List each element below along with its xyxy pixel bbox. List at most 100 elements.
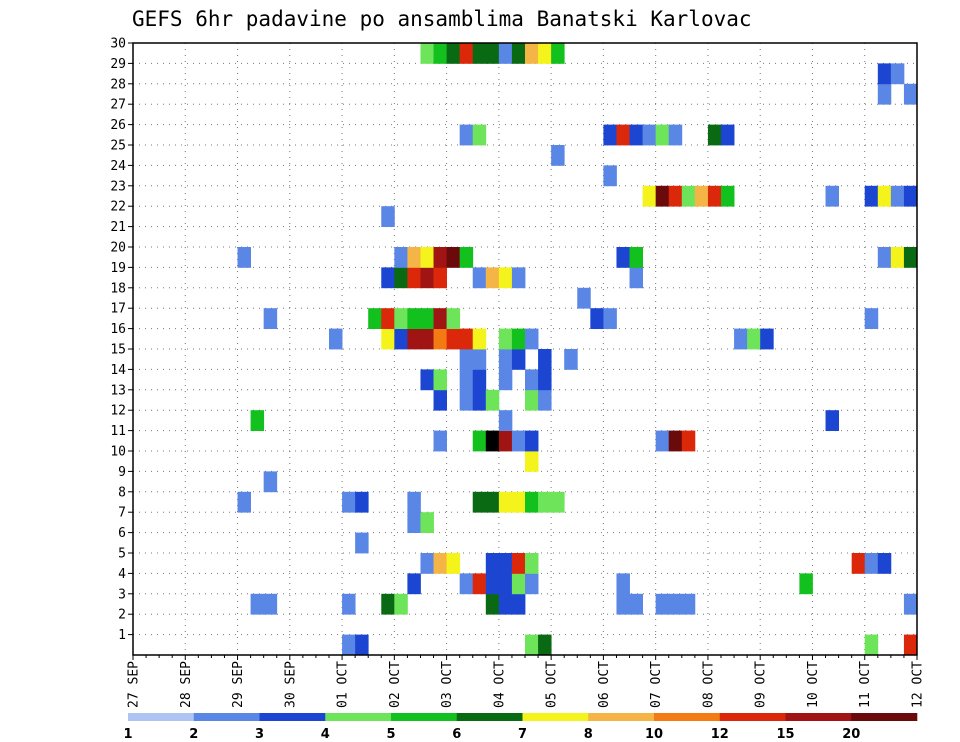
- y-tick-label: 15: [110, 343, 126, 358]
- data-cell: [433, 430, 447, 452]
- data-cell: [394, 308, 408, 329]
- y-tick-label: 17: [110, 302, 126, 317]
- data-cell: [472, 349, 487, 370]
- data-cell: [616, 573, 630, 595]
- data-cell: [420, 553, 434, 574]
- data-cell: [420, 369, 434, 391]
- colorbar-swatch: [522, 713, 589, 721]
- x-tick-label: 29 SEP: [231, 661, 246, 708]
- y-tick-label: 26: [110, 118, 126, 133]
- data-cell: [890, 247, 905, 268]
- data-cell: [407, 512, 421, 533]
- data-cell: [472, 491, 487, 513]
- colorbar-label: 6: [452, 727, 461, 742]
- y-tick-label: 1: [118, 628, 126, 643]
- data-cell: [603, 165, 617, 187]
- data-cell: [381, 593, 395, 615]
- y-tick-label: 12: [110, 404, 126, 419]
- data-cell: [525, 634, 539, 656]
- data-cell: [629, 247, 643, 268]
- y-tick-label: 11: [110, 424, 126, 439]
- data-cell: [433, 43, 447, 64]
- data-cell: [903, 247, 918, 268]
- data-cell: [381, 267, 395, 289]
- data-cell: [342, 593, 356, 615]
- data-cell: [903, 185, 918, 207]
- data-cell: [511, 430, 526, 452]
- y-axis: 1234567891011121314151617181920212223242…: [110, 37, 133, 643]
- data-cell: [616, 247, 630, 268]
- data-cell: [459, 124, 474, 146]
- data-cell: [616, 124, 630, 146]
- data-cell: [472, 369, 487, 391]
- colorbar-swatch: [259, 713, 326, 721]
- data-cell: [381, 328, 395, 350]
- data-cell: [681, 185, 696, 207]
- data-cell: [433, 328, 447, 350]
- y-tick-label: 28: [110, 77, 126, 92]
- y-tick-label: 24: [110, 159, 126, 174]
- colorbar-swatch: [391, 713, 458, 721]
- data-cell: [407, 308, 421, 329]
- x-axis: 27 SEP 28 SEP 29 SEP 30 SEP 01 OCT 02 OCT 03 O…: [127, 655, 926, 708]
- data-cell: [694, 185, 709, 207]
- color-bar: 1 2 3 4 5 6 7 8 10 12 15 20: [123, 713, 918, 742]
- data-cell: [459, 573, 474, 595]
- x-tick-label: 12 OCT: [911, 661, 926, 708]
- data-cell: [394, 593, 408, 615]
- data-cell: [472, 430, 487, 452]
- data-cell: [342, 634, 356, 656]
- data-cell: [459, 369, 474, 391]
- data-cell: [355, 532, 369, 554]
- data-cell: [420, 308, 434, 329]
- data-cell: [459, 247, 474, 268]
- data-cell: [472, 328, 487, 350]
- data-cell: [511, 43, 526, 64]
- data-cell: [485, 573, 500, 595]
- data-cell: [237, 247, 251, 268]
- colorbar-label: 3: [255, 727, 264, 742]
- data-cell: [420, 247, 434, 268]
- data-cell: [459, 43, 474, 64]
- data-cell: [642, 124, 657, 146]
- data-cell: [459, 328, 474, 350]
- data-cell: [864, 553, 879, 574]
- colorbar-swatch: [325, 713, 392, 721]
- data-cell: [498, 328, 513, 350]
- data-cell: [877, 553, 892, 574]
- data-cell: [381, 308, 395, 329]
- x-tick-label: 05 OCT: [545, 661, 560, 708]
- y-tick-label: 22: [110, 200, 126, 215]
- data-cell: [446, 308, 461, 329]
- colorbar-swatch: [128, 713, 195, 721]
- data-cell: [329, 328, 343, 350]
- data-cell: [668, 124, 683, 146]
- y-tick-label: 20: [110, 241, 126, 256]
- data-cell: [525, 369, 539, 391]
- data-cell: [590, 308, 604, 329]
- data-cell: [394, 267, 408, 289]
- colorbar-swatch: [456, 713, 523, 721]
- x-tick-label: 04 OCT: [492, 661, 507, 708]
- data-cell: [485, 553, 500, 574]
- y-tick-label: 6: [118, 526, 126, 541]
- data-cell: [407, 573, 421, 595]
- data-cell: [864, 308, 879, 329]
- x-tick-label: 11 OCT: [858, 661, 873, 708]
- data-cell: [511, 553, 526, 574]
- data-cell: [525, 491, 539, 513]
- colorbar-label: 4: [321, 727, 330, 742]
- data-cell: [734, 328, 748, 350]
- data-cell: [629, 124, 643, 146]
- data-cell: [903, 83, 918, 105]
- data-cell: [668, 185, 683, 207]
- x-tick-label: 30 SEP: [283, 661, 298, 708]
- y-tick-label: 27: [110, 98, 126, 113]
- data-cell: [864, 185, 879, 207]
- colorbar-label: 15: [776, 727, 794, 742]
- data-cell: [355, 491, 369, 513]
- data-cell: [877, 83, 892, 105]
- data-cell: [655, 124, 670, 146]
- colorbar-swatch: [654, 713, 721, 721]
- data-cell: [250, 410, 265, 431]
